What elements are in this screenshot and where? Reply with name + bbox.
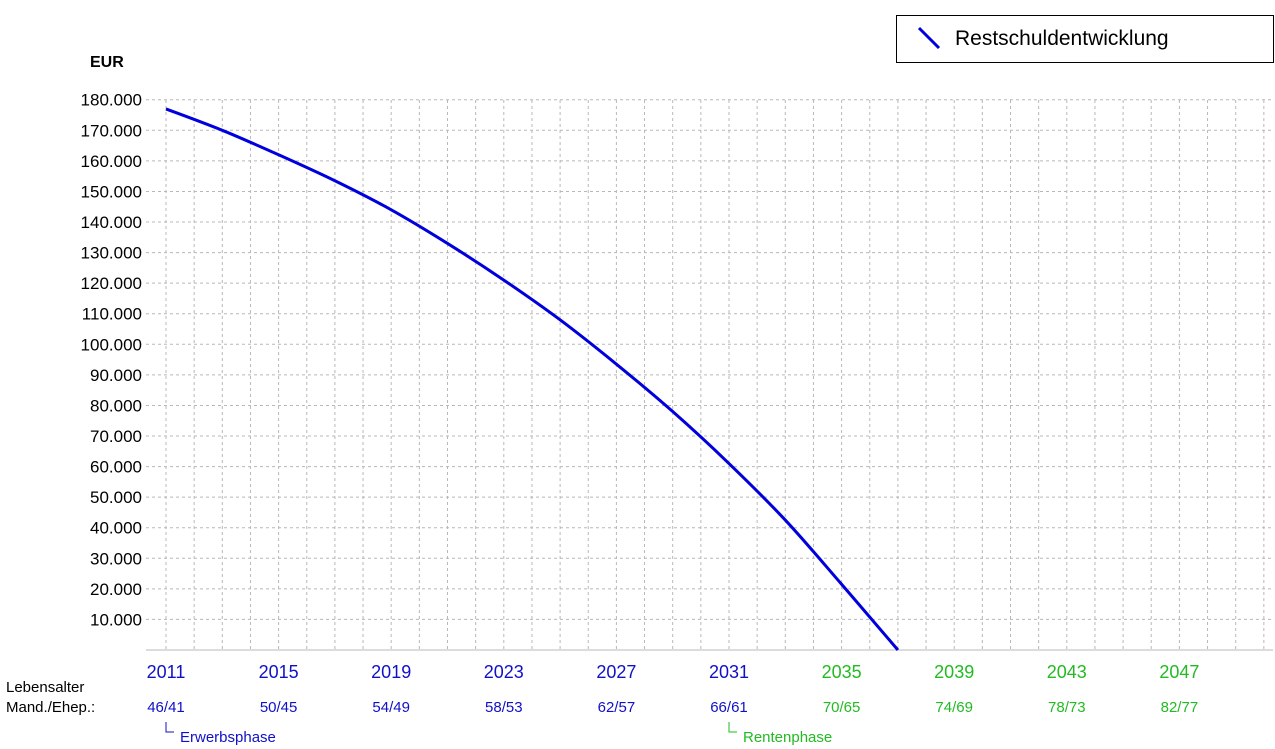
- x-tick-year-label: 2047: [1159, 662, 1199, 682]
- y-tick-label: 20.000: [90, 580, 142, 599]
- x-tick-year-label: 2035: [822, 662, 862, 682]
- x-tick-year-label: 2031: [709, 662, 749, 682]
- y-tick-label: 90.000: [90, 366, 142, 385]
- y-tick-label: 60.000: [90, 458, 142, 477]
- x-tick-year-label: 2019: [371, 662, 411, 682]
- x-tick-age-label: 66/61: [710, 699, 748, 716]
- x-tick-age-label: 58/53: [485, 699, 523, 716]
- x-tick-year-label: 2011: [147, 662, 186, 682]
- legend: Restschuldentwicklung: [896, 15, 1274, 63]
- x-tick-age-label: 46/41: [147, 699, 185, 716]
- y-axis-ticks: 10.000 20.000 30.000 40.000 50.000 60.000 70.0…: [81, 91, 142, 630]
- x-axis-ticks: 2011 46/41 2015 50/45 2019 54/49 2023 58/53 2027…: [147, 662, 1200, 716]
- y-tick-label: 80.000: [90, 396, 142, 415]
- y-tick-label: 100.000: [81, 335, 142, 354]
- x-tick-age-label: 50/45: [260, 699, 298, 716]
- x-tick-age-label: 82/77: [1161, 699, 1199, 716]
- phase-bracket: [165, 722, 174, 733]
- x-tick-year-label: 2027: [596, 662, 636, 682]
- age-row-label-2: Mand./Ehep.:: [6, 699, 95, 716]
- y-tick-label: 30.000: [90, 549, 142, 568]
- phase-label: Rentenphase: [743, 729, 832, 746]
- y-tick-label: 120.000: [81, 274, 142, 293]
- y-tick-label: 70.000: [90, 427, 142, 446]
- y-tick-label: 150.000: [81, 182, 142, 201]
- x-tick-year-label: 2015: [259, 662, 299, 682]
- x-tick-year-label: 2023: [484, 662, 524, 682]
- legend-label: Restschuldentwicklung: [955, 27, 1169, 50]
- y-tick-label: 50.000: [90, 488, 142, 507]
- age-row-label-1: Lebensalter: [6, 679, 84, 696]
- y-tick-label: 180.000: [81, 91, 142, 110]
- legend-line-swatch: [917, 26, 941, 50]
- x-tick-age-label: 78/73: [1048, 699, 1086, 716]
- phase-label: Erwerbsphase: [180, 729, 276, 746]
- x-tick-year-label: 2043: [1047, 662, 1087, 682]
- x-tick-age-label: 70/65: [823, 699, 861, 716]
- y-tick-label: 110.000: [82, 305, 142, 324]
- phase-markers: Erwerbsphase Rentenphase: [165, 722, 832, 746]
- x-tick-age-label: 74/69: [935, 699, 973, 716]
- y-tick-label: 40.000: [90, 519, 142, 538]
- y-tick-label: 130.000: [81, 244, 142, 263]
- x-tick-age-label: 62/57: [598, 699, 636, 716]
- y-tick-label: 140.000: [81, 213, 142, 232]
- y-tick-label: 160.000: [81, 152, 142, 171]
- y-axis-label: EUR: [90, 54, 124, 71]
- x-tick-age-label: 54/49: [372, 699, 410, 716]
- y-tick-label: 170.000: [81, 121, 142, 140]
- phase-bracket: [728, 722, 737, 733]
- y-tick-label: 10.000: [90, 610, 142, 629]
- grid: [146, 99, 1273, 650]
- series-line-restschuldentwicklung: [165, 107, 900, 651]
- x-tick-year-label: 2039: [934, 662, 974, 682]
